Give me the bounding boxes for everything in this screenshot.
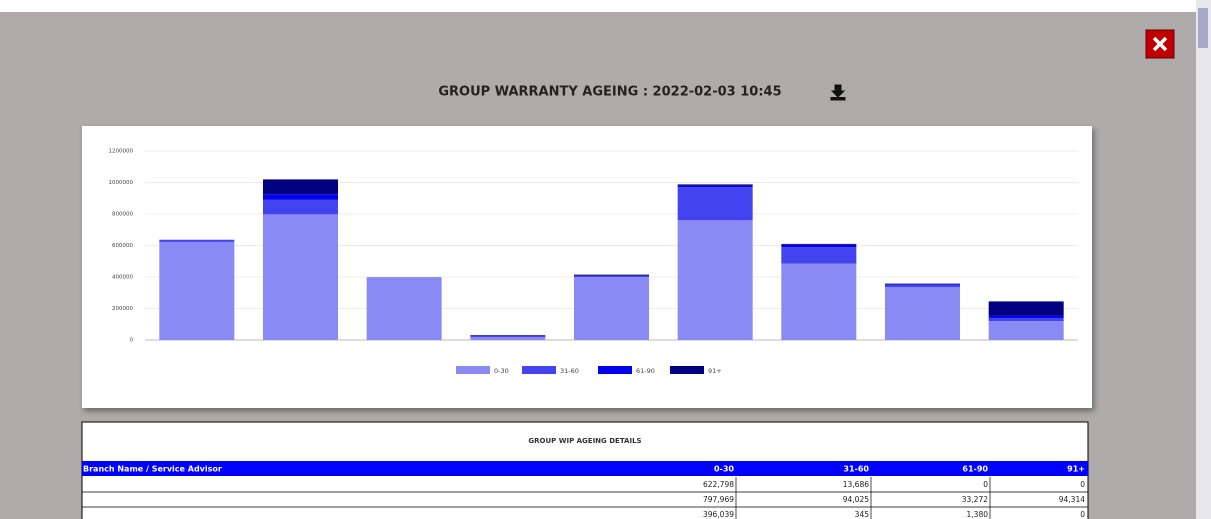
legend-label: 0-30 <box>494 367 509 375</box>
bar-segment <box>988 315 1064 318</box>
bar-segment <box>263 194 338 200</box>
y-tick-label: 1000000 <box>109 180 134 186</box>
bar-segment <box>988 301 1064 316</box>
legend-swatch <box>670 366 704 374</box>
cell-value: 33,272 <box>962 495 988 504</box>
bar-segment <box>988 317 1064 322</box>
download-icon[interactable] <box>830 84 846 101</box>
cell-value: 622,798 <box>703 480 734 489</box>
legend-swatch <box>598 366 632 374</box>
bar-segment <box>263 179 338 195</box>
close-button[interactable] <box>1145 29 1175 59</box>
y-tick-label: 1200000 <box>109 149 134 155</box>
plot: 0 200000 400000 600000 800000 1000000 1200000 0… <box>109 149 1078 375</box>
bar-segment <box>781 244 857 248</box>
bar-segment <box>677 187 753 221</box>
bar-segment <box>470 335 546 338</box>
table-header-row <box>82 461 1088 476</box>
bar-segment <box>263 214 338 340</box>
cell-value: 13,686 <box>843 480 869 489</box>
bar-segment <box>677 185 753 188</box>
legend-label: 31-60 <box>560 367 579 375</box>
bar-segment <box>574 277 649 340</box>
y-tick-label: 200000 <box>112 306 133 312</box>
y-tick-label: 800000 <box>112 212 133 218</box>
legend-swatch <box>456 366 490 374</box>
close-icon[interactable] <box>1152 36 1168 52</box>
scrollbar <box>1196 0 1211 519</box>
y-tick-label: 600000 <box>112 243 133 249</box>
bar-segment <box>159 241 235 340</box>
bar-segment <box>885 287 960 340</box>
y-tick-label: 400000 <box>112 275 133 281</box>
column-header: 91+ <box>1067 465 1085 474</box>
legend-swatch <box>522 366 556 374</box>
cell-value: 0 <box>983 480 988 489</box>
column-header: 31-60 <box>843 465 869 474</box>
bar-segment <box>781 247 857 264</box>
cell-value: 1,380 <box>967 510 989 519</box>
bar-segment <box>574 275 649 277</box>
bar-segment <box>677 184 753 186</box>
bar-segment <box>885 283 960 285</box>
legend-label: 91+ <box>708 367 722 375</box>
scroll-thumb[interactable] <box>1198 8 1208 48</box>
bar-segment <box>159 239 235 242</box>
bar-segment <box>263 199 338 215</box>
bar-segment <box>885 284 960 288</box>
bar-segment <box>677 220 753 340</box>
download-arrow[interactable] <box>830 84 846 101</box>
legend-label: 61-90 <box>636 367 655 375</box>
bar-segment <box>470 337 546 340</box>
close-box[interactable] <box>1145 29 1175 59</box>
bar-segment <box>781 243 857 245</box>
column-header: 61-90 <box>962 465 988 474</box>
chart-panel <box>82 126 1092 408</box>
modal-title: GROUP WARRANTY AGEING : 2022-02-03 10:45 <box>438 85 781 100</box>
cell-value: 94,314 <box>1059 495 1085 504</box>
bar-segment <box>781 263 857 340</box>
column-header: 0-30 <box>714 465 734 474</box>
cell-value: 396,039 <box>703 510 734 519</box>
bar-segment <box>988 321 1064 340</box>
y-tick-label: 0 <box>130 338 134 344</box>
cell-value: 0 <box>1080 510 1085 519</box>
cell-value: 0 <box>1080 480 1085 489</box>
column-header: Branch Name / Service Advisor <box>83 465 222 474</box>
cell-value: 94,025 <box>843 495 869 504</box>
table-title: GROUP WIP AGEING DETAILS <box>528 437 641 445</box>
table: Branch Name / Service Advisor 0-30 31-60 61… <box>82 465 1088 519</box>
bar-segment <box>574 274 649 276</box>
cell-value: 797,969 <box>703 495 734 504</box>
bar-segment <box>366 277 442 340</box>
cell-value: 345 <box>855 510 870 519</box>
